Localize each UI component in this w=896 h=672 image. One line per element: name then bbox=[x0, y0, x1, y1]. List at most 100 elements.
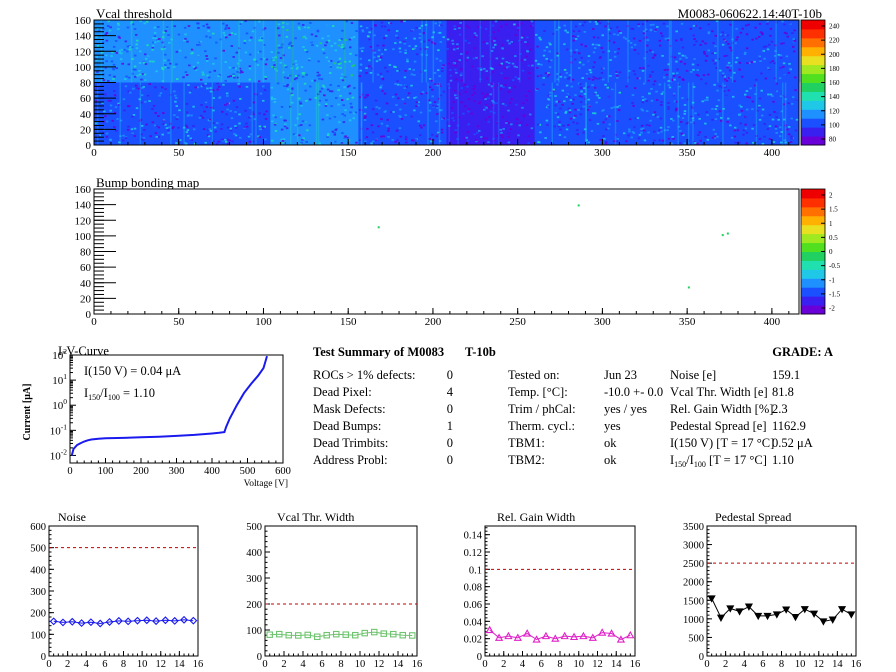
pixel bbox=[519, 121, 523, 124]
pixel bbox=[154, 86, 157, 89]
pixel bbox=[438, 21, 442, 24]
pixel bbox=[673, 56, 677, 59]
pixel bbox=[420, 40, 423, 43]
pixel bbox=[263, 89, 267, 92]
pixel bbox=[757, 106, 761, 108]
pixel bbox=[264, 77, 268, 80]
pixel bbox=[607, 22, 610, 25]
pixel bbox=[116, 118, 119, 120]
pixel bbox=[244, 109, 247, 112]
pixel bbox=[556, 78, 559, 81]
y-tick-label: 400 bbox=[246, 548, 262, 559]
pixel bbox=[232, 73, 235, 76]
pixel bbox=[513, 90, 516, 93]
pixel bbox=[482, 41, 486, 43]
palette-cell bbox=[801, 20, 825, 30]
pixel bbox=[539, 115, 542, 117]
summary-row-label: I(150 V) [T = 17 °C] bbox=[670, 436, 774, 450]
pixel bbox=[667, 108, 670, 110]
pixel bbox=[653, 124, 656, 127]
pixel bbox=[563, 68, 567, 71]
pixel bbox=[537, 141, 540, 144]
pixel bbox=[534, 59, 538, 62]
pixel bbox=[123, 48, 126, 51]
pixel bbox=[763, 122, 767, 125]
data-point bbox=[86, 618, 95, 627]
palette-tick-label: 120 bbox=[829, 107, 840, 115]
pixel bbox=[366, 35, 370, 38]
pixel bbox=[327, 39, 331, 42]
pixel bbox=[378, 107, 381, 110]
x-tick-label: 600 bbox=[275, 466, 291, 477]
column-stripe bbox=[755, 82, 758, 145]
x-tick-label: 200 bbox=[425, 147, 442, 159]
pixel bbox=[598, 25, 602, 28]
pixel bbox=[359, 69, 362, 72]
pixel bbox=[713, 62, 717, 65]
pixel bbox=[163, 116, 167, 118]
pixel bbox=[370, 142, 373, 145]
pixel bbox=[456, 124, 460, 127]
x-tick-label: 4 bbox=[520, 659, 526, 670]
y-tick-label: 0 bbox=[477, 652, 482, 663]
pixel bbox=[692, 68, 695, 71]
pixel bbox=[558, 134, 562, 136]
pixel bbox=[679, 130, 682, 132]
summary-row-label: Address Probl: bbox=[313, 453, 388, 467]
pixel bbox=[350, 74, 354, 77]
pixel bbox=[489, 110, 493, 113]
pixel bbox=[460, 87, 463, 90]
pixel bbox=[238, 85, 241, 88]
pixel bbox=[594, 121, 598, 124]
pixel bbox=[244, 20, 247, 22]
pixel bbox=[791, 96, 795, 99]
pixel bbox=[391, 96, 395, 98]
pixel bbox=[747, 47, 751, 50]
pixel bbox=[273, 64, 276, 66]
x-tick-label: 200 bbox=[133, 466, 149, 477]
pixel bbox=[289, 122, 292, 125]
column-stripe bbox=[275, 20, 277, 83]
series-line bbox=[53, 619, 194, 625]
pixel bbox=[353, 112, 356, 115]
pixel bbox=[348, 119, 352, 122]
pixel bbox=[290, 88, 294, 91]
pixel bbox=[132, 87, 135, 90]
column-stripe bbox=[492, 82, 495, 145]
palette-cell bbox=[801, 136, 825, 146]
pixel bbox=[633, 49, 637, 51]
pixel bbox=[718, 110, 722, 113]
pixel bbox=[258, 136, 262, 139]
pixel bbox=[624, 37, 628, 40]
pixel bbox=[294, 57, 297, 60]
pixel bbox=[691, 63, 695, 66]
pixel bbox=[224, 89, 228, 92]
pixel bbox=[425, 46, 429, 49]
pixel bbox=[492, 31, 496, 34]
pixel bbox=[131, 72, 134, 75]
pixel bbox=[301, 39, 305, 42]
bump-defect-point bbox=[726, 232, 729, 235]
pixel bbox=[440, 131, 444, 134]
pixel bbox=[225, 92, 229, 95]
pixel bbox=[548, 66, 552, 69]
pixel bbox=[309, 24, 312, 27]
pixel bbox=[721, 43, 725, 46]
pixel bbox=[223, 33, 226, 36]
pixel bbox=[618, 91, 622, 94]
pixel bbox=[168, 106, 171, 109]
pixel bbox=[466, 85, 469, 88]
pixel bbox=[263, 132, 267, 135]
pixel bbox=[774, 125, 778, 128]
pixel bbox=[503, 77, 507, 79]
pixel bbox=[248, 78, 252, 81]
pixel bbox=[442, 64, 445, 67]
y-tick-label: 120 bbox=[75, 46, 92, 58]
pixel bbox=[627, 134, 630, 137]
y-tick-label: 40 bbox=[80, 278, 92, 290]
pixel bbox=[663, 69, 667, 71]
pixel bbox=[577, 109, 580, 111]
pixel bbox=[583, 21, 587, 24]
pixel bbox=[585, 73, 589, 75]
pixel bbox=[467, 98, 471, 101]
